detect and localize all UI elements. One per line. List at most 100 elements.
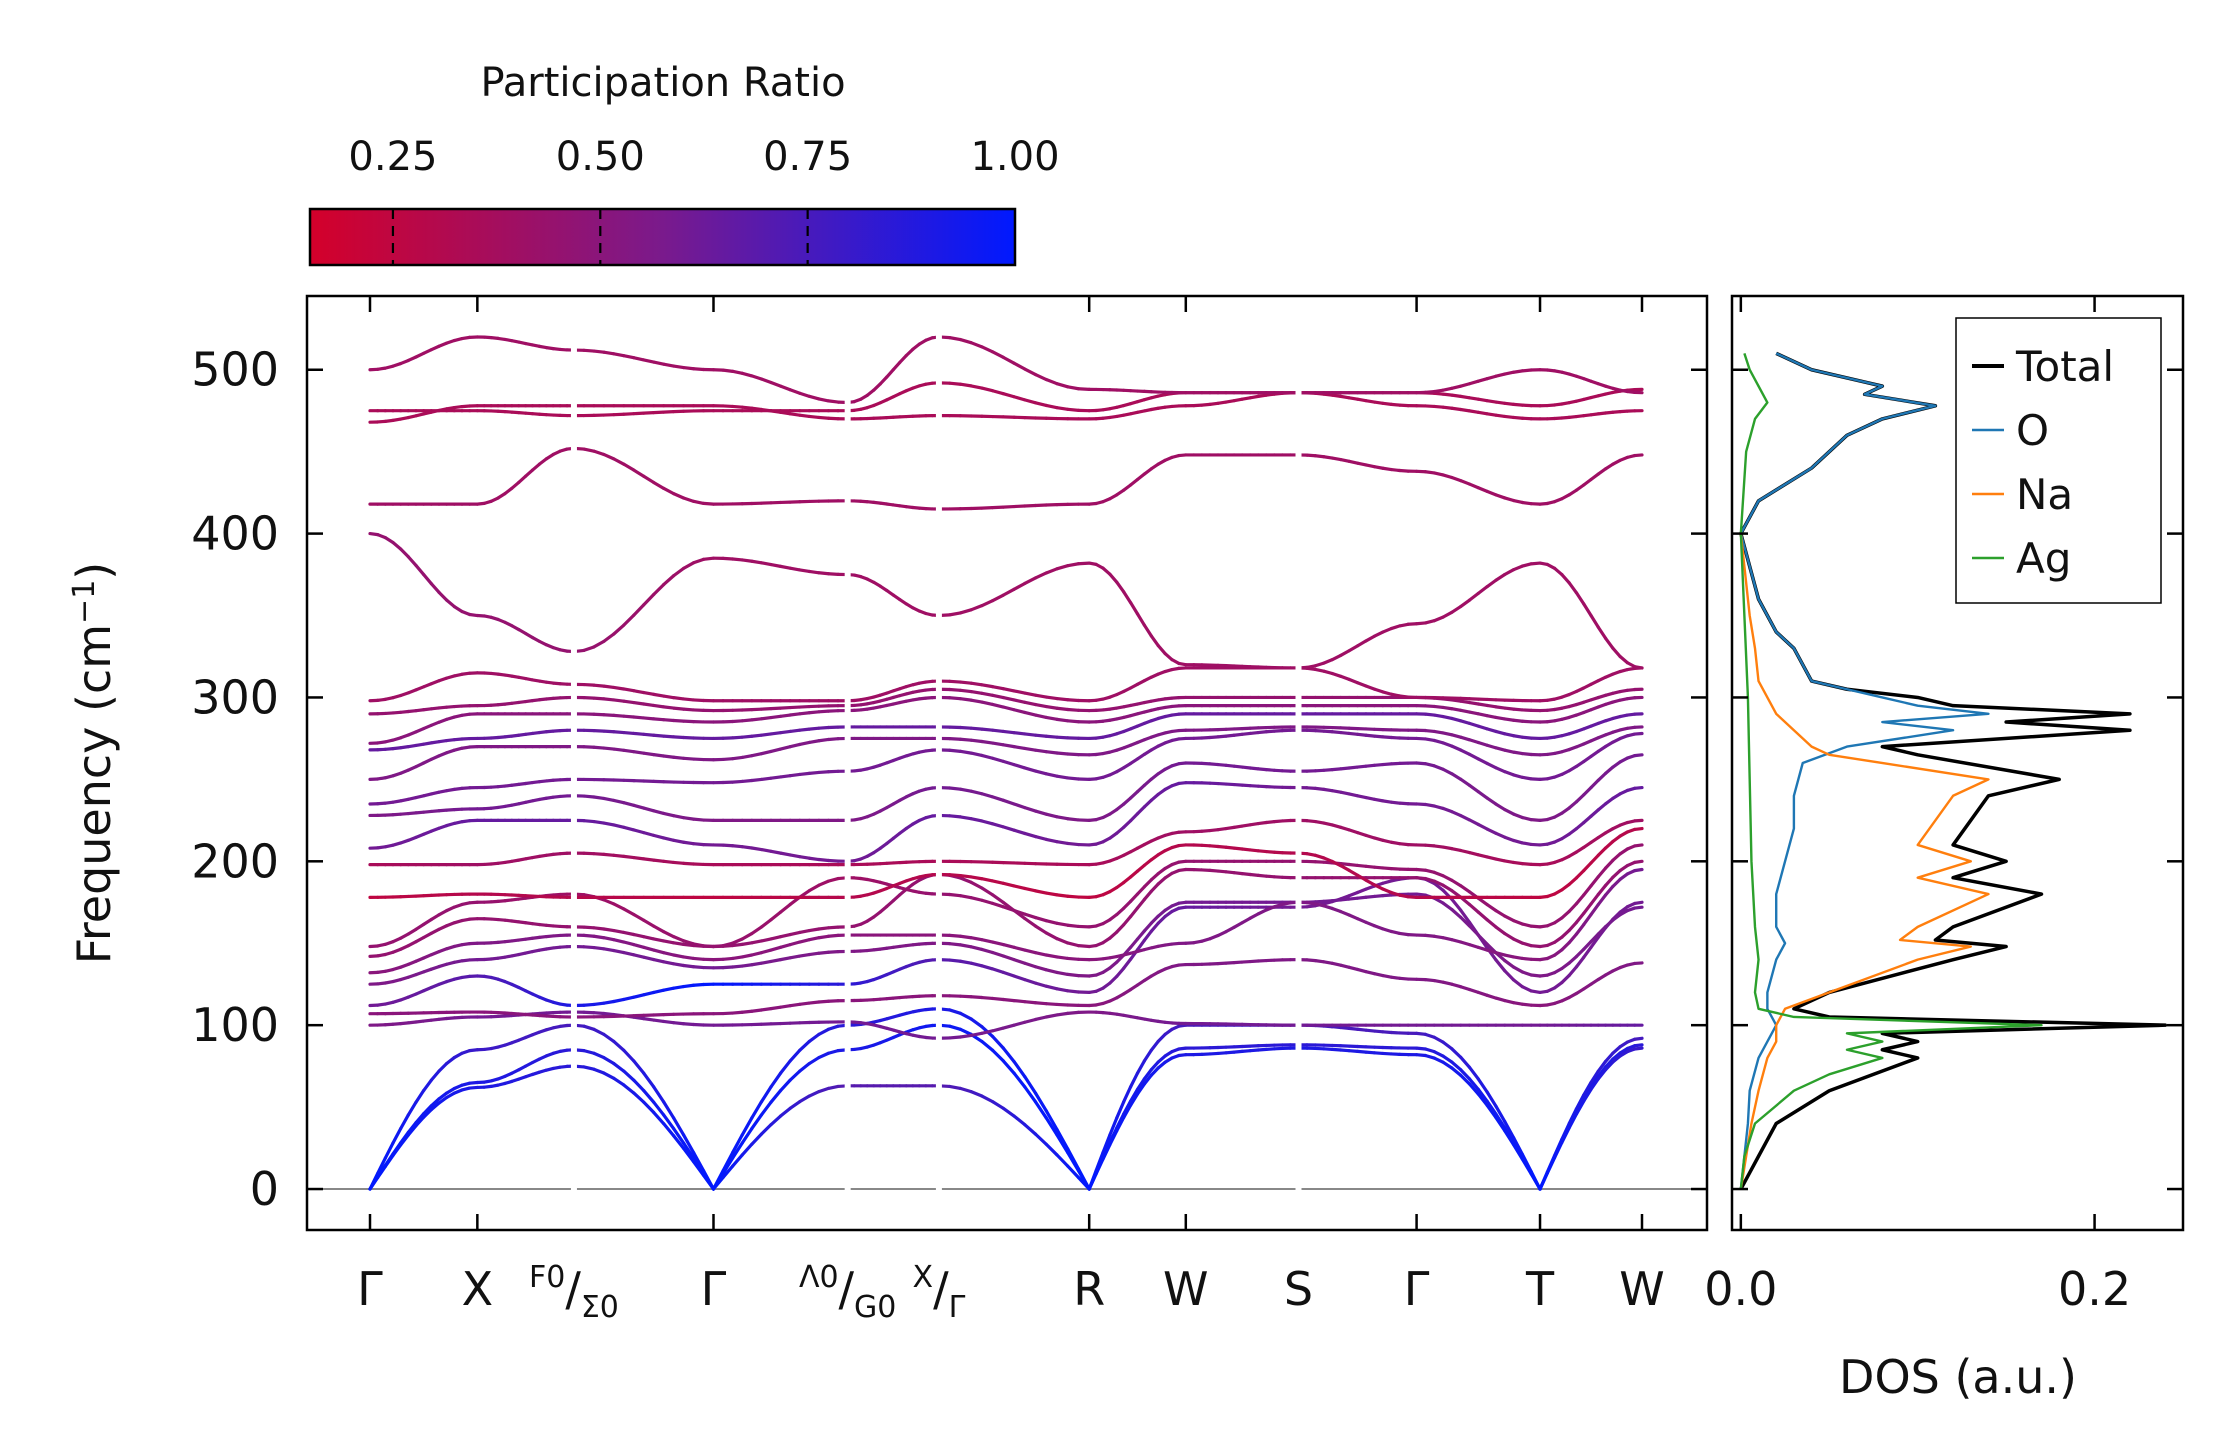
legend-label: Total xyxy=(2015,342,2114,391)
band-segment xyxy=(602,898,616,906)
band-segment xyxy=(990,505,1005,510)
band-segment xyxy=(1450,1060,1463,1072)
band-segment xyxy=(1485,902,1498,913)
band-segment xyxy=(642,1071,656,1089)
band-segment xyxy=(662,1019,676,1025)
band-segment xyxy=(1560,1122,1571,1141)
band-segment xyxy=(990,795,1005,802)
band-segment xyxy=(1603,839,1615,850)
band-segment xyxy=(1033,401,1048,408)
band-segment xyxy=(990,879,1005,885)
band-segment xyxy=(769,1088,783,1104)
band-segment xyxy=(582,682,596,687)
band-segment xyxy=(731,955,744,961)
band-segment xyxy=(1633,818,1644,823)
dos-x-ticks: 0.0 0.2 xyxy=(1704,296,2131,1316)
band-segment xyxy=(672,814,686,820)
band-segment xyxy=(632,953,646,959)
band-segment xyxy=(990,1100,1005,1110)
band-segment xyxy=(817,934,831,940)
band-segment xyxy=(652,480,666,490)
band-segment xyxy=(740,405,754,410)
band-segment xyxy=(662,951,676,957)
colorbar-tick-label: 1.00 xyxy=(970,134,1059,180)
band-segment xyxy=(1459,908,1472,924)
band-segment xyxy=(1476,896,1489,907)
band-segment xyxy=(1044,695,1059,701)
band-segment xyxy=(1467,924,1480,937)
band-segment xyxy=(592,1027,606,1036)
band-segment xyxy=(798,1001,811,1006)
band-segment xyxy=(1589,902,1600,917)
band-segment xyxy=(602,684,616,690)
band-segment xyxy=(759,847,773,853)
band-segment xyxy=(980,1094,995,1104)
band-segment xyxy=(731,937,744,945)
band-segment xyxy=(1044,812,1059,819)
band-segment xyxy=(788,1069,802,1082)
phonon-bands xyxy=(368,335,1644,1191)
band-segment xyxy=(632,1091,646,1104)
band-segment xyxy=(642,716,656,721)
band-segment xyxy=(731,779,744,784)
band-segment xyxy=(642,411,656,415)
band-segment xyxy=(602,746,616,751)
k-label-sub: Γ xyxy=(949,1290,966,1325)
band-segment xyxy=(1596,1065,1608,1078)
band-segment xyxy=(612,928,626,935)
band-segment xyxy=(1108,1116,1119,1137)
band-segment xyxy=(1023,1017,1038,1024)
band-segment xyxy=(406,555,418,568)
band-segment xyxy=(750,752,764,758)
dos-x-axis-title: DOS (a.u.) xyxy=(1839,1350,2077,1404)
band-segment xyxy=(1033,1132,1048,1146)
band-segment xyxy=(691,698,706,703)
band-segment xyxy=(652,1100,666,1117)
band-segment xyxy=(1633,905,1644,910)
colorbar-title: Participation Ratio xyxy=(480,60,845,106)
band-segment xyxy=(1339,864,1351,872)
band-segment xyxy=(817,709,831,714)
band-segment xyxy=(759,749,773,756)
band-segment xyxy=(1115,966,1126,978)
band-segment xyxy=(1503,958,1516,969)
band-segment xyxy=(691,956,706,961)
k-label-sup: X xyxy=(913,1260,934,1295)
band-segment xyxy=(778,384,792,392)
band-segment xyxy=(1494,831,1507,839)
band-segment xyxy=(1467,591,1480,602)
band-segment xyxy=(1044,837,1059,844)
band-segment xyxy=(1485,1090,1498,1108)
band-segment xyxy=(1044,1002,1059,1007)
band-segment xyxy=(980,345,995,354)
band-segment xyxy=(602,821,616,827)
band-segment xyxy=(1538,1170,1549,1191)
band-segment xyxy=(1476,822,1489,831)
band-segment xyxy=(1450,604,1463,614)
band-segment xyxy=(807,951,821,957)
band-segment xyxy=(1001,504,1016,509)
band-segment xyxy=(602,1011,616,1017)
band-segment xyxy=(958,873,973,879)
band-segment xyxy=(592,926,606,931)
k-label: W xyxy=(1163,1262,1208,1316)
band-segment xyxy=(672,1021,686,1026)
dos-series-ag xyxy=(1739,352,2043,1190)
band-segment xyxy=(778,932,792,939)
band-segment xyxy=(1596,846,1608,857)
band-segment xyxy=(948,1035,962,1040)
band-segment xyxy=(1012,698,1027,704)
band-segment xyxy=(622,907,636,917)
band-segment xyxy=(778,851,792,857)
band-segment xyxy=(1128,1087,1140,1103)
band-segment xyxy=(1582,940,1593,951)
band-segment xyxy=(632,803,646,810)
band-segment xyxy=(1511,978,1524,989)
band-segment xyxy=(1033,372,1048,382)
band-segment xyxy=(652,957,666,964)
band-segment xyxy=(662,1113,676,1131)
band-segment xyxy=(672,696,686,701)
band-segment xyxy=(1459,598,1472,609)
k-label-sup: F0 xyxy=(529,1260,565,1295)
